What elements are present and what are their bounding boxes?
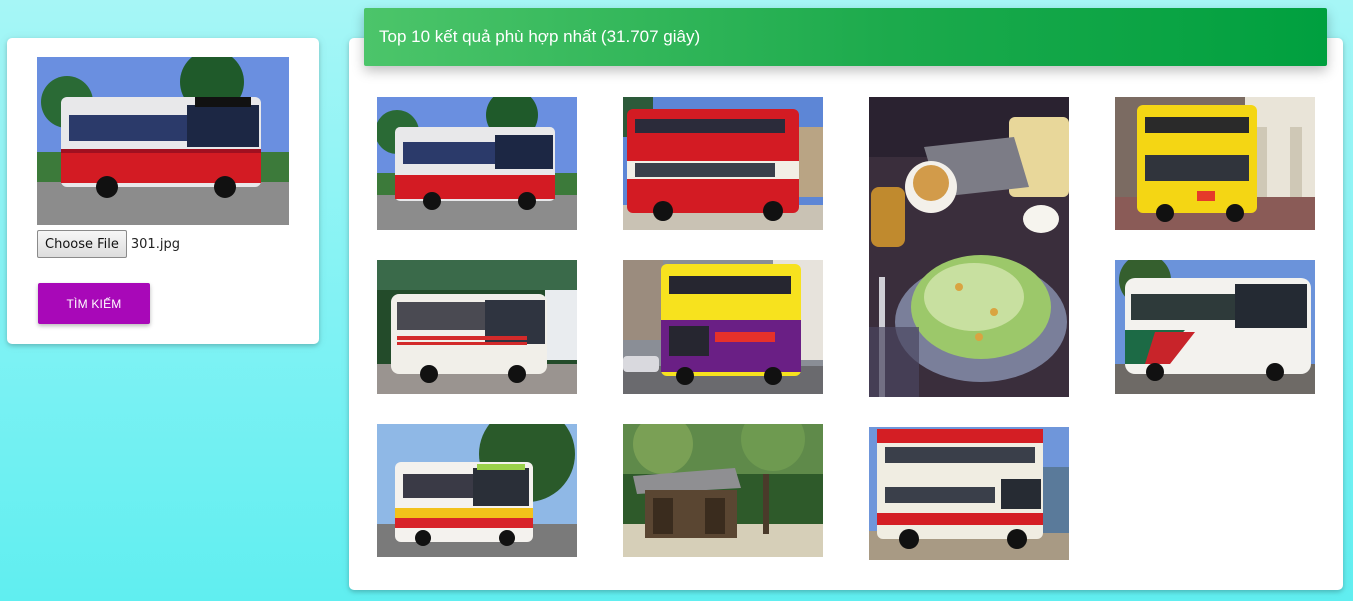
result-item-10[interactable] bbox=[869, 427, 1069, 560]
bus-image bbox=[377, 424, 577, 557]
result-item-2[interactable] bbox=[623, 97, 823, 230]
search-panel: Choose File 301.jpg TÌM KIẾM bbox=[7, 38, 319, 344]
bus-image bbox=[1115, 97, 1315, 230]
selected-file-name: 301.jpg bbox=[130, 236, 180, 252]
bus-image bbox=[623, 260, 823, 394]
search-button[interactable]: TÌM KIẾM bbox=[38, 283, 150, 324]
result-item-7[interactable] bbox=[1115, 260, 1315, 394]
choose-file-button[interactable]: Choose File bbox=[37, 230, 127, 258]
query-image-preview bbox=[37, 57, 289, 225]
salad-image bbox=[869, 97, 1069, 397]
bus-image bbox=[623, 97, 823, 230]
bus-image bbox=[1115, 260, 1315, 394]
result-item-5[interactable] bbox=[377, 260, 577, 394]
result-item-4[interactable] bbox=[1115, 97, 1315, 230]
file-picker: Choose File 301.jpg bbox=[37, 230, 180, 258]
bus-image bbox=[377, 260, 577, 394]
result-item-8[interactable] bbox=[377, 424, 577, 557]
hut-image bbox=[623, 424, 823, 557]
result-item-6[interactable] bbox=[623, 260, 823, 394]
result-item-3[interactable] bbox=[869, 97, 1069, 397]
bus-image bbox=[377, 97, 577, 230]
result-item-1[interactable] bbox=[377, 97, 577, 230]
bus-image bbox=[869, 427, 1069, 560]
result-item-9[interactable] bbox=[623, 424, 823, 557]
results-header: Top 10 kết quả phù hợp nhất (31.707 giây… bbox=[364, 8, 1327, 66]
